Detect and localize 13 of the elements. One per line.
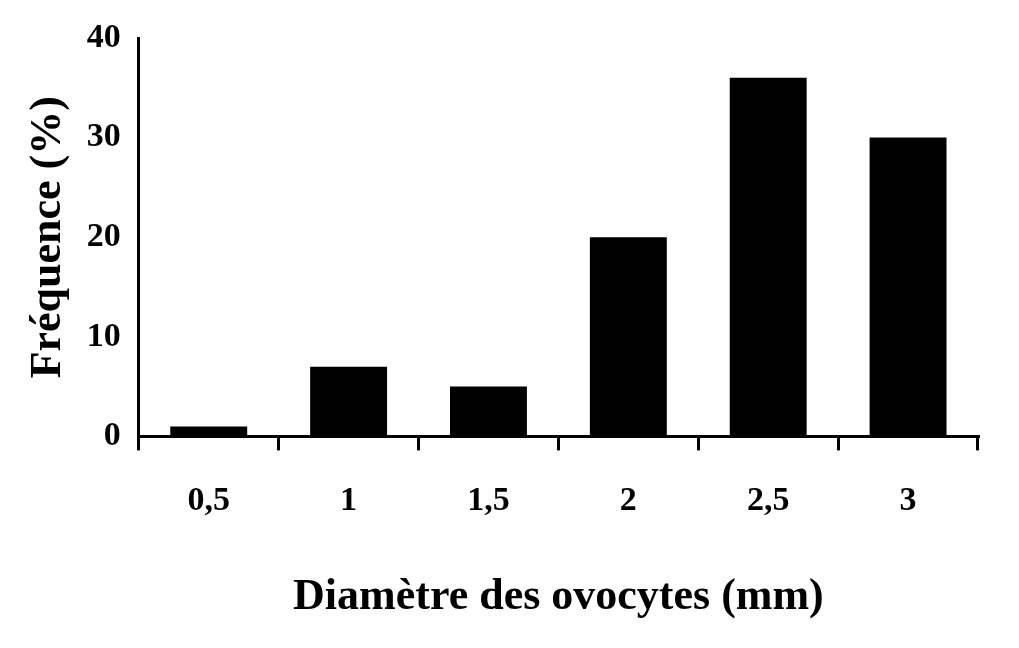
y-tick-label: 0 — [103, 415, 121, 453]
y-tick-label: 40 — [86, 16, 121, 54]
x-tick-label: 1 — [340, 479, 358, 517]
x-tick-label: 2,5 — [746, 479, 790, 517]
y-axis-title: Fréquence (%) — [20, 96, 70, 379]
x-axis-title: Diamètre des ovocytes (mm) — [293, 569, 824, 619]
y-tick-label: 10 — [86, 315, 121, 353]
x-tick-label: 2 — [619, 479, 637, 517]
x-tick-label: 3 — [899, 479, 917, 517]
x-tick-label: 1,5 — [467, 479, 510, 517]
y-tick-label: 20 — [86, 215, 121, 253]
x-tick-label: 0,5 — [187, 479, 230, 517]
y-tick-label: 30 — [86, 116, 121, 154]
